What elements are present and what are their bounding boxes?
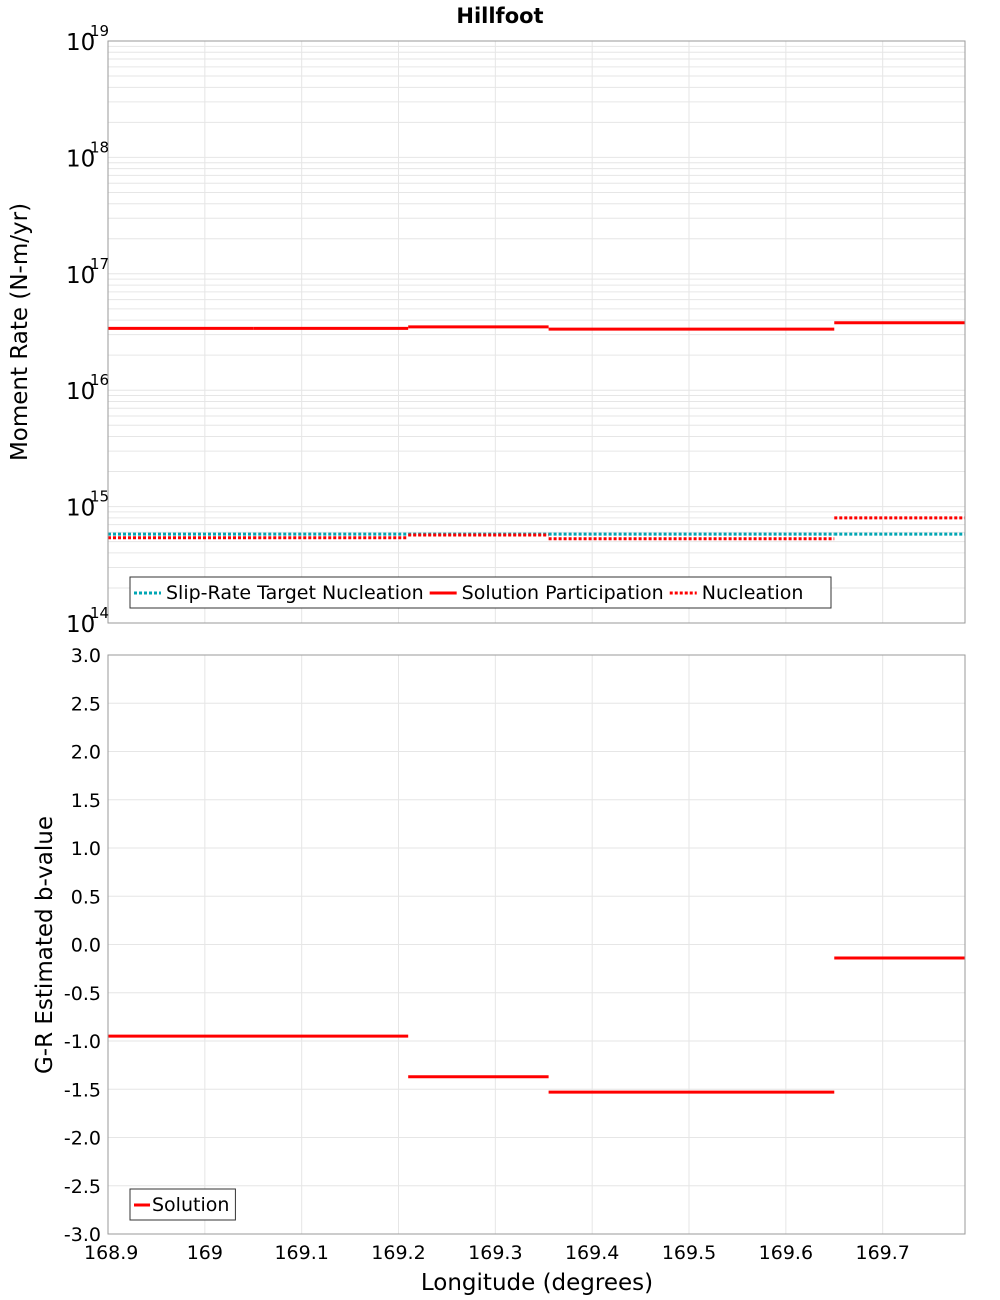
x-tick-label: 168.9 bbox=[84, 1242, 138, 1264]
b-value-y-tick-label: -2.5 bbox=[64, 1176, 101, 1198]
y-tick-exponent: 16 bbox=[90, 371, 109, 389]
b-value-y-tick-label: -1.5 bbox=[64, 1079, 101, 1101]
legend-group: Solution bbox=[129, 1188, 236, 1221]
moment-rate-legend: Slip-Rate Target Nucleation Solution Part… bbox=[129, 576, 832, 609]
b-value-y-tick-label: 2.0 bbox=[71, 742, 101, 764]
b-value-y-tick-label: -1.0 bbox=[64, 1031, 101, 1053]
legend-entry: Nucleation bbox=[702, 582, 804, 604]
moment-rate-y-axis-label: Moment Rate (N-m/yr) bbox=[7, 203, 33, 461]
b-value-y-tick-label: 0.0 bbox=[71, 935, 101, 957]
y-tick-exponent: 17 bbox=[90, 255, 109, 273]
x-tick-label: 169.4 bbox=[565, 1242, 619, 1264]
y-tick-exponent: 14 bbox=[90, 604, 109, 622]
b-value-grid bbox=[107, 654, 965, 1235]
moment-rate-plot-frame bbox=[107, 40, 966, 624]
y-tick-exponent: 18 bbox=[90, 138, 109, 156]
y-tick-exponent: 15 bbox=[90, 488, 109, 506]
y-tick-base: 10 bbox=[66, 379, 95, 405]
y-tick-exponent: 19 bbox=[90, 22, 109, 40]
x-tick-label: 169.6 bbox=[759, 1242, 813, 1264]
x-tick-label: 169.2 bbox=[371, 1242, 425, 1264]
b-value-y-tick-label: -3.0 bbox=[64, 1224, 101, 1246]
y-tick-base: 10 bbox=[66, 30, 95, 56]
y-tick-base: 10 bbox=[66, 496, 95, 522]
x-tick-label: 169.7 bbox=[855, 1242, 909, 1264]
chart-title: Hillfoot bbox=[456, 4, 543, 28]
b-value-y-axis-label: G-R Estimated b-value bbox=[32, 816, 58, 1074]
b-value-legend: Solution bbox=[129, 1188, 236, 1221]
moment-rate-grid bbox=[107, 41, 965, 624]
legend-box bbox=[129, 576, 832, 609]
legend-entry: Solution bbox=[152, 1194, 229, 1216]
b-value-plot-frame bbox=[107, 654, 966, 1235]
b-value-panel: 3.0 2.5 2.0 1.5 1.0 0.5 0.0 -0.5 -1.0 -1.5 -2.0 -2.… bbox=[32, 645, 966, 1296]
b-value-y-tick-label: -2.0 bbox=[64, 1128, 101, 1150]
b-value-series bbox=[108, 956, 965, 1094]
b-value-y-tick-label: 0.5 bbox=[71, 886, 101, 908]
x-tick-label: 169.5 bbox=[662, 1242, 716, 1264]
legend-entry: Solution Participation bbox=[462, 582, 664, 604]
x-tick-label: 169.1 bbox=[274, 1242, 328, 1264]
b-value-y-tick-label: 3.0 bbox=[71, 645, 101, 667]
b-value-y-tick-labels: 3.0 2.5 2.0 1.5 1.0 0.5 0.0 -0.5 -1.0 -1.5 -2.0 -2.… bbox=[64, 645, 101, 1246]
b-value-y-tick-label: 2.5 bbox=[71, 693, 101, 715]
moment-rate-series bbox=[108, 321, 965, 541]
y-tick-base: 10 bbox=[66, 612, 95, 638]
x-axis-label: Longitude (degrees) bbox=[421, 1270, 653, 1296]
y-tick-base: 10 bbox=[66, 263, 95, 289]
b-value-y-tick-label: 1.5 bbox=[71, 790, 101, 812]
y-tick-base: 10 bbox=[66, 146, 95, 172]
x-tick-label: 169.3 bbox=[468, 1242, 522, 1264]
longitude-x-tick-labels: 168.9 169 169.1 169.2 169.3 169.4 169.5 169.6 16… bbox=[84, 1242, 910, 1264]
x-tick-label: 169 bbox=[187, 1242, 223, 1264]
legend-entry: Slip-Rate Target Nucleation bbox=[166, 582, 424, 604]
b-value-y-tick-label: -0.5 bbox=[64, 983, 101, 1005]
b-value-y-tick-label: 1.0 bbox=[71, 838, 101, 860]
